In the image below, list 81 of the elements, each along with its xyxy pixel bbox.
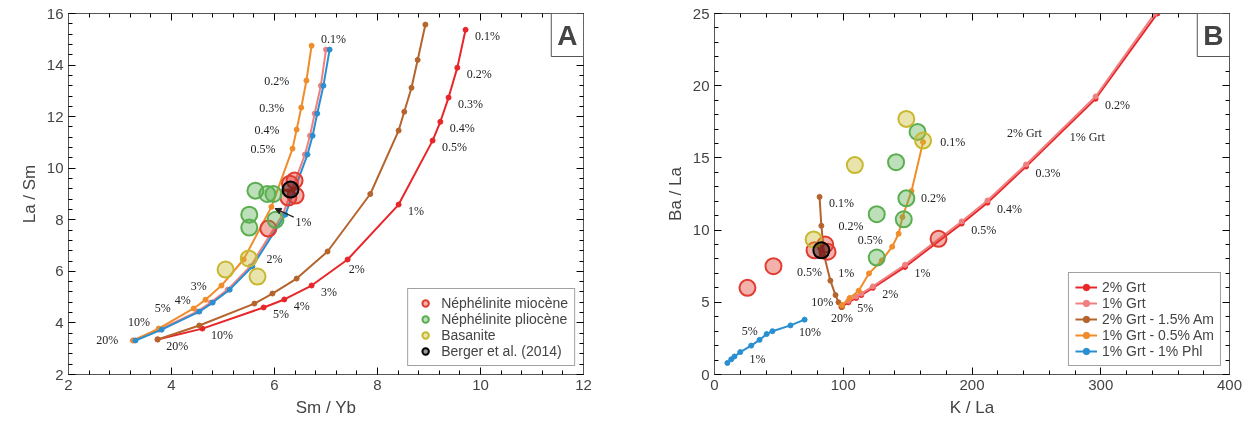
annotation: 0.2% [838,218,864,233]
annotation: 3% [190,278,207,293]
annotation: A [557,19,578,51]
annotation: 0.5% [797,265,823,280]
y-tick-label: 10 [692,221,710,239]
legend-label: 2% Grt [1101,279,1146,295]
annotation: 4% [293,298,310,313]
annotation: 1% [838,266,855,281]
annotation: 2% [882,287,899,302]
x-tick-label: 300 [1088,375,1114,393]
annotation: 1% Grt [1069,129,1106,144]
x-tick-label: 400 [1216,375,1243,393]
annotation: 5% [857,300,874,315]
y-tick-label: 16 [46,4,64,22]
annotation: 1% [914,266,931,281]
annotation: 0.4% [254,122,280,137]
x-tick-label: 8 [373,375,382,393]
y-tick-label: 5 [701,293,710,311]
x-tick-label: 12 [575,375,592,393]
annotation: 0.5% [857,233,883,248]
annotation: 10% [127,315,150,330]
y-tick-label: 25 [692,4,710,22]
legend-label: 2% Grt - 1.5% Am [1101,311,1214,327]
annotation: 0.4% [996,202,1022,217]
annotation: 5% [273,306,290,321]
y-axis-title: La / Sm [19,164,39,224]
annotation: 3% [320,284,337,299]
annotation: 2% Grt [1006,125,1043,140]
annotation: 0.2% [466,67,492,82]
legend-label: Néphélinite pliocène [441,311,568,327]
y-tick-label: 20 [692,76,710,94]
legend-label: 1% Grt - 0.5% Am [1101,327,1214,343]
annotation: 0.5% [250,141,276,156]
annotation: 2% [266,252,283,267]
x-tick-label: 200 [959,375,985,393]
annotation: 1% [407,204,424,218]
annotation: 0.3% [458,96,484,111]
annotation: 4% [174,292,191,307]
y-tick-label: 6 [55,262,64,280]
x-axis-title: Sm / Yb [295,397,356,417]
annotation: 5% [154,301,171,316]
x-tick-label: 10 [472,375,489,393]
annotation: 0.1% [829,196,854,211]
annotation: 0.5% [442,140,468,155]
x-axis-title: K / La [949,397,995,417]
annotation: 0.1% [940,135,966,150]
annotation: 10% [799,324,822,339]
x-tick-label: 4 [167,375,176,393]
legend-label: Berger et al. (2014) [441,343,562,359]
annotation: 1% [749,351,766,366]
y-tick-label: 15 [692,148,710,166]
y-tick-label: 12 [46,107,64,125]
legend-label: Néphélinite miocène [441,295,568,311]
annotation: 5% [741,324,758,339]
y-tick-label: 8 [55,210,64,228]
annotation: 0.5% [971,223,997,238]
annotation: 1% [295,214,312,229]
annotation: 20% [830,311,853,326]
y-tick-label: 10 [46,159,64,177]
annotation: 20% [166,338,189,353]
annotation: 0.2% [264,73,290,88]
legend-label: Basanite [441,327,496,343]
x-tick-label: 100 [830,375,856,393]
annotation: 10% [211,328,234,343]
annotation: 0.1% [475,29,500,44]
annotation: 0.1% [321,32,347,47]
y-tick-label: 14 [46,56,64,74]
legend-label: 1% Grt [1101,295,1146,311]
annotation: B [1203,19,1224,51]
annotation: 0.3% [1035,165,1061,180]
legend-label: 1% Grt - 1% Phl [1101,343,1203,359]
y-axis-title: Ba / La [665,166,685,221]
annotation: 0.2% [1105,98,1131,113]
annotation: 20% [96,333,119,348]
y-tick-label: 4 [55,313,64,331]
x-tick-label: 6 [270,375,279,393]
annotation: 0.3% [259,100,285,115]
annotation: 10% [811,295,834,310]
annotation: 0.4% [449,121,475,136]
annotation: 2% [348,262,365,277]
annotation: 0.2% [920,190,946,205]
